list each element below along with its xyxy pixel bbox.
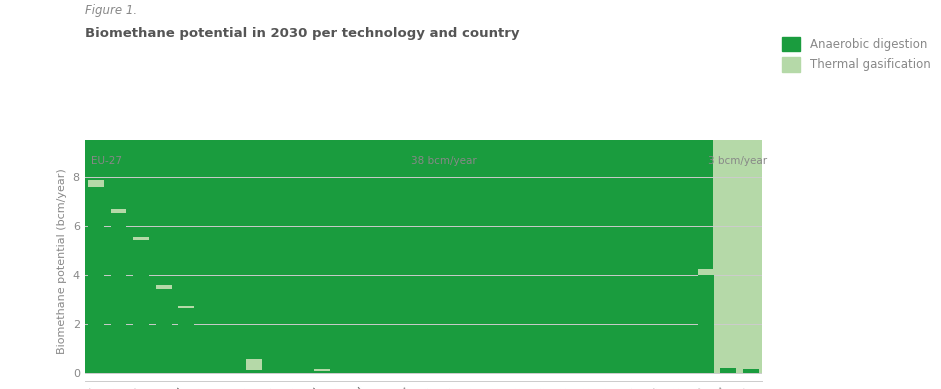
- Bar: [156, 289, 171, 373]
- Bar: [721, 368, 736, 373]
- Bar: [743, 369, 758, 373]
- Bar: [382, 370, 397, 373]
- Bar: [427, 370, 442, 373]
- Bar: [134, 237, 149, 240]
- Bar: [247, 359, 262, 370]
- Y-axis label: Biomethane potential (bcm/year): Biomethane potential (bcm/year): [57, 168, 67, 354]
- Bar: [314, 369, 329, 371]
- Bar: [201, 337, 216, 373]
- Bar: [359, 370, 375, 373]
- Bar: [111, 209, 126, 214]
- Bar: [111, 214, 126, 373]
- Bar: [608, 372, 623, 373]
- Bar: [698, 275, 713, 373]
- Legend: Anaerobic digestion, Thermal gasification: Anaerobic digestion, Thermal gasificatio…: [783, 37, 931, 72]
- Bar: [495, 370, 510, 373]
- Bar: [179, 308, 194, 373]
- Text: Biomethane potential in 2030 per technology and country: Biomethane potential in 2030 per technol…: [85, 27, 519, 40]
- Bar: [179, 306, 194, 308]
- Bar: [518, 370, 533, 373]
- Bar: [585, 371, 600, 373]
- Bar: [88, 187, 104, 373]
- Bar: [630, 372, 646, 373]
- Text: 3 bcm/year: 3 bcm/year: [708, 156, 767, 166]
- Bar: [563, 371, 578, 373]
- Text: EU-27: EU-27: [91, 156, 122, 166]
- Bar: [134, 240, 149, 373]
- Bar: [337, 370, 352, 373]
- Bar: [712, 140, 762, 373]
- Text: Figure 1.: Figure 1.: [85, 4, 136, 17]
- Bar: [269, 363, 284, 373]
- Bar: [540, 371, 555, 373]
- Bar: [698, 268, 713, 275]
- Bar: [450, 370, 465, 373]
- Bar: [156, 284, 171, 289]
- Bar: [247, 370, 262, 373]
- Bar: [88, 180, 104, 187]
- Bar: [292, 366, 307, 373]
- Bar: [224, 352, 239, 373]
- Bar: [405, 371, 420, 373]
- Text: 38 bcm/year: 38 bcm/year: [411, 156, 477, 166]
- Bar: [314, 371, 329, 373]
- Bar: [472, 370, 487, 373]
